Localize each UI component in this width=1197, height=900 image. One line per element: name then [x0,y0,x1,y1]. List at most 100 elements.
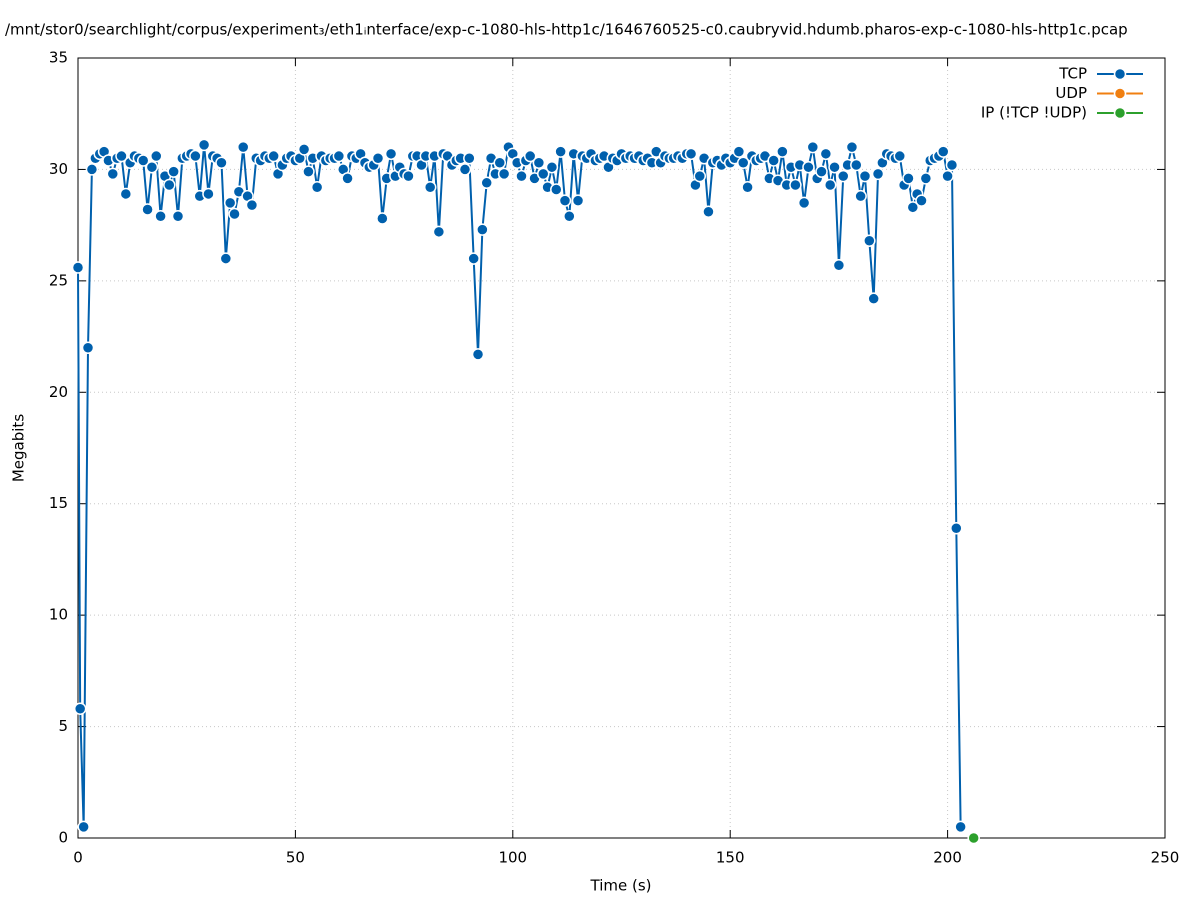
data-point [776,145,789,158]
data-point [850,158,863,172]
data-point [819,147,833,161]
y-tick-label: 35 [49,49,68,67]
data-point [106,167,120,181]
data-point [741,181,754,194]
data-point [532,156,546,169]
data-point [854,189,867,203]
x-axis-label: Time (s) [590,877,652,895]
data-point [915,194,928,207]
series-line [77,144,962,827]
data-point [119,187,133,201]
data-point [867,292,880,305]
data-point [163,178,176,192]
data-point [310,181,324,194]
data-point [85,163,99,176]
data-point [458,163,472,176]
data-point [245,198,259,212]
data-point [863,234,876,247]
data-point [341,172,354,185]
data-point [545,160,559,174]
data-point [497,167,511,181]
data-point [736,156,750,169]
data-point [215,156,228,169]
data-point [937,145,950,158]
data-point [223,196,237,210]
data-point [77,820,90,834]
data-point [858,169,872,183]
data-point [941,169,954,183]
data-point [906,201,920,214]
data-point [836,169,850,183]
data-point [823,178,837,192]
data-point [767,154,780,167]
data-point [154,209,167,223]
data-point [73,702,87,715]
data-point [332,149,346,163]
data-point [371,152,385,165]
y-tick-label: 5 [58,717,68,735]
data-point [550,183,563,196]
data-point [945,158,959,172]
data-point [493,156,507,169]
data-point [797,196,811,210]
chart-title: /mnt/stor0/searchlight/corpus/experiment… [5,21,1128,39]
data-point [297,143,311,156]
data-point [197,138,211,152]
y-tick-label: 20 [49,383,68,401]
legend-marker [1113,106,1127,120]
data-point [732,145,746,158]
data-point [463,152,476,165]
x-tick-label: 100 [498,849,527,867]
data-point [950,521,963,535]
data-point [432,225,446,239]
data-point [684,147,698,161]
data-point [845,140,859,154]
data-point [219,252,233,265]
data-point [115,149,128,163]
data-point [789,178,802,192]
data-point [919,172,933,185]
data-point [558,194,572,207]
data-point [902,172,915,185]
data-point [189,149,202,163]
legend-label: IP (!TCP !UDP) [981,104,1087,122]
data-point [376,212,389,225]
data-point [228,207,241,221]
data-point [554,145,567,158]
data-point [141,203,154,216]
data-point [693,169,707,183]
data-point [171,209,185,223]
data-point [893,149,907,163]
data-point [802,160,815,174]
y-tick-label: 0 [58,829,68,847]
data-point [515,169,528,183]
data-point [467,252,480,265]
x-tick-label: 50 [286,849,305,867]
data-point [815,165,828,178]
data-point [402,169,415,183]
x-tick-label: 0 [73,849,83,867]
data-point [806,140,820,154]
x-tick-label: 200 [933,849,962,867]
legend-marker [1113,67,1127,81]
data-point [302,165,315,178]
data-point [267,149,280,163]
data-point [967,831,980,845]
data-point [471,348,485,361]
y-tick-label: 10 [49,606,68,624]
data-point [236,140,250,154]
x-tick-label: 150 [716,849,745,867]
y-axis-label: Megabits [10,414,28,482]
data-point [871,167,885,181]
y-tick-label: 15 [49,494,68,512]
data-point [571,194,585,207]
data-point [480,176,493,190]
data-point [423,181,437,194]
y-tick-label: 30 [49,160,68,178]
data-point [384,147,398,161]
data-point [150,149,163,163]
legend-label: TCP [1058,65,1087,83]
data-point [136,154,150,167]
data-point [81,341,95,354]
